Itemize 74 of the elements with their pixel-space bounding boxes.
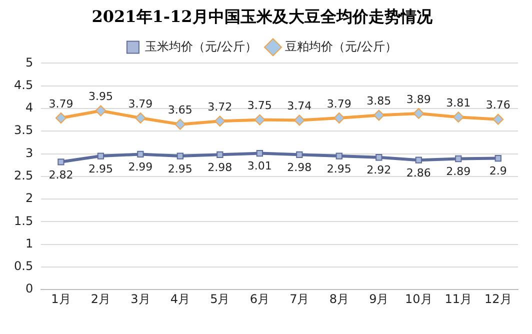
point [492,114,504,125]
data-label: 3.75 [247,99,272,112]
x-tick-label: 9月 [369,292,389,306]
point [296,151,303,158]
x-tick-label: 2月 [90,292,111,306]
data-label: 3.79 [128,97,153,110]
point [216,151,224,158]
data-label: 2.92 [366,164,392,177]
data-label: 2.98 [287,161,312,174]
point [134,112,146,124]
point [214,116,226,127]
data-label: 2.86 [406,166,431,180]
y-tick-label: 4.5 [14,78,34,92]
point [373,110,384,121]
y-tick-label: 4 [25,100,34,115]
point [256,150,263,157]
data-label: 2.95 [326,162,352,176]
point [97,152,104,160]
data-label: 3.95 [88,90,113,104]
point [415,156,422,164]
data-label: 3.01 [247,160,272,173]
y-tick-label: 1.5 [14,214,34,228]
x-tick-label: 7月 [290,292,310,306]
point [376,154,382,161]
x-tick-label: 3月 [130,292,150,306]
point [254,114,266,126]
point [95,105,106,116]
data-label: 2.99 [128,160,153,174]
x-tick-label: 11月 [444,292,472,306]
y-tick-label: 0.5 [14,259,34,274]
y-tick-label: 3.5 [14,123,34,138]
point [58,158,64,166]
data-label: 3.72 [208,100,232,114]
data-label: 2.95 [168,162,192,176]
x-tick-label: 8月 [329,292,349,306]
point [334,112,345,124]
data-label: 3.81 [446,96,471,110]
legend-label: 豆粕均价（元/公斤） [285,39,398,54]
data-label: 3.79 [326,97,352,110]
point [294,114,305,126]
data-label: 2.95 [88,162,113,176]
point [494,154,502,162]
data-label: 3.65 [168,104,192,117]
data-label: 3.89 [406,92,431,106]
data-label: 3.85 [366,94,392,108]
x-tick-label: 12月 [484,292,512,306]
point [455,155,462,162]
data-label: 2.98 [208,161,232,174]
data-label: 3.79 [48,97,74,110]
data-label: 2.82 [48,168,74,182]
chart-title: 2021年1-12月中国玉米及大豆全均价走势情况 [92,6,434,26]
legend-label: 玉米均价（元/公斤） [144,39,258,54]
x-tick-label: 4月 [170,292,190,306]
x-tick-label: 10月 [405,292,432,306]
y-tick-label: 2 [25,191,34,206]
x-tick-label: 5月 [210,292,230,306]
data-label: 2.9 [489,164,507,178]
y-tick-label: 2.5 [14,168,34,183]
data-label: 3.76 [486,98,510,112]
data-label: 2.89 [446,165,471,178]
point [55,112,66,124]
point [174,118,186,130]
point [413,108,424,119]
point [336,152,342,160]
y-tick-label: 1 [25,236,34,250]
y-tick-label: 5 [25,55,34,70]
x-tick-label: 6月 [250,292,270,306]
point [137,150,144,158]
point [176,152,184,160]
y-tick-label: 3 [25,146,34,160]
point [452,112,464,123]
data-label: 3.74 [287,100,312,113]
x-tick-label: 1月 [51,292,71,306]
y-tick-label: 0 [25,282,34,296]
